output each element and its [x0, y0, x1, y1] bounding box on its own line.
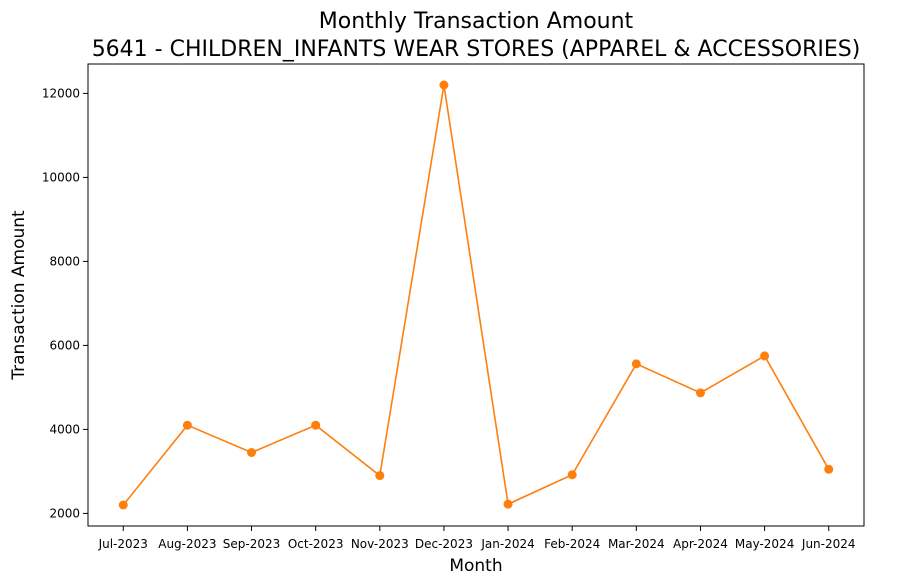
x-tick-label: Jul-2023 — [98, 537, 148, 551]
data-point — [118, 500, 128, 510]
y-axis-label: Transaction Amount — [9, 210, 29, 381]
chart-subtitle: 5641 - CHILDREN_INFANTS WEAR STORES (APP… — [92, 37, 861, 62]
chart-title: Monthly Transaction Amount — [319, 9, 634, 34]
x-tick-label: Jan-2024 — [480, 537, 534, 551]
data-point — [631, 359, 641, 369]
x-tick-label: Aug-2023 — [158, 537, 216, 551]
x-tick-label: Nov-2023 — [351, 537, 409, 551]
y-tick-label: 8000 — [49, 254, 80, 268]
y-tick-label: 10000 — [42, 170, 80, 184]
y-tick-label: 4000 — [49, 422, 80, 436]
series-line — [122, 84, 830, 506]
x-tick-label: May-2024 — [735, 537, 794, 551]
data-point — [567, 470, 577, 480]
y-tick-label: 2000 — [49, 506, 80, 520]
x-tick-label: Dec-2023 — [415, 537, 473, 551]
data-point — [375, 471, 385, 481]
x-tick-label: Feb-2024 — [544, 537, 600, 551]
data-point — [439, 80, 449, 90]
x-tick-label: Mar-2024 — [608, 537, 665, 551]
data-point — [760, 351, 770, 361]
series-group — [118, 80, 834, 510]
data-point — [247, 448, 257, 457]
x-tick-label: Apr-2024 — [673, 537, 728, 551]
data-point — [182, 420, 192, 430]
y-tick-label: 6000 — [49, 338, 80, 352]
x-tick-label: Sep-2023 — [223, 537, 281, 551]
x-axis: Jul-2023 Aug-2023 Sep-2023 Oct-2023 Nov-2023… — [98, 526, 856, 551]
x-tick-label: Jun-2024 — [801, 537, 856, 551]
data-point — [503, 499, 513, 509]
y-axis: 2000 4000 6000 8000 10000 12000 — [42, 86, 88, 520]
data-point — [695, 388, 705, 398]
plot-area-frame — [87, 63, 865, 527]
x-tick-label: Oct-2023 — [288, 537, 344, 551]
data-point — [311, 420, 321, 430]
data-point — [824, 464, 834, 474]
x-axis-label: Month — [449, 556, 502, 576]
y-tick-label: 12000 — [42, 86, 80, 100]
